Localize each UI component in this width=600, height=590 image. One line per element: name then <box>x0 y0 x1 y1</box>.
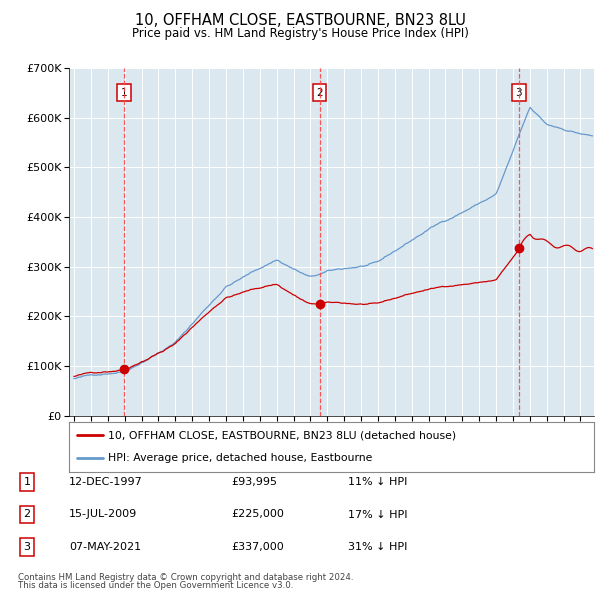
Text: £93,995: £93,995 <box>231 477 277 487</box>
Text: 10, OFFHAM CLOSE, EASTBOURNE, BN23 8LU (detached house): 10, OFFHAM CLOSE, EASTBOURNE, BN23 8LU (… <box>109 430 457 440</box>
Text: 12-DEC-1997: 12-DEC-1997 <box>69 477 143 487</box>
Text: 3: 3 <box>515 88 522 98</box>
Text: 11% ↓ HPI: 11% ↓ HPI <box>348 477 407 487</box>
Text: 15-JUL-2009: 15-JUL-2009 <box>69 510 137 519</box>
Text: Price paid vs. HM Land Registry's House Price Index (HPI): Price paid vs. HM Land Registry's House … <box>131 27 469 40</box>
Text: HPI: Average price, detached house, Eastbourne: HPI: Average price, detached house, East… <box>109 454 373 464</box>
Text: £337,000: £337,000 <box>231 542 284 552</box>
Text: 3: 3 <box>23 542 31 552</box>
Text: 31% ↓ HPI: 31% ↓ HPI <box>348 542 407 552</box>
Text: 10, OFFHAM CLOSE, EASTBOURNE, BN23 8LU: 10, OFFHAM CLOSE, EASTBOURNE, BN23 8LU <box>134 13 466 28</box>
Text: £225,000: £225,000 <box>231 510 284 519</box>
Text: This data is licensed under the Open Government Licence v3.0.: This data is licensed under the Open Gov… <box>18 581 293 590</box>
Text: 2: 2 <box>23 510 31 519</box>
Text: 07-MAY-2021: 07-MAY-2021 <box>69 542 141 552</box>
Text: 17% ↓ HPI: 17% ↓ HPI <box>348 510 407 519</box>
Text: 1: 1 <box>121 88 127 98</box>
Text: 2: 2 <box>316 88 323 98</box>
Text: 1: 1 <box>23 477 31 487</box>
Text: Contains HM Land Registry data © Crown copyright and database right 2024.: Contains HM Land Registry data © Crown c… <box>18 572 353 582</box>
